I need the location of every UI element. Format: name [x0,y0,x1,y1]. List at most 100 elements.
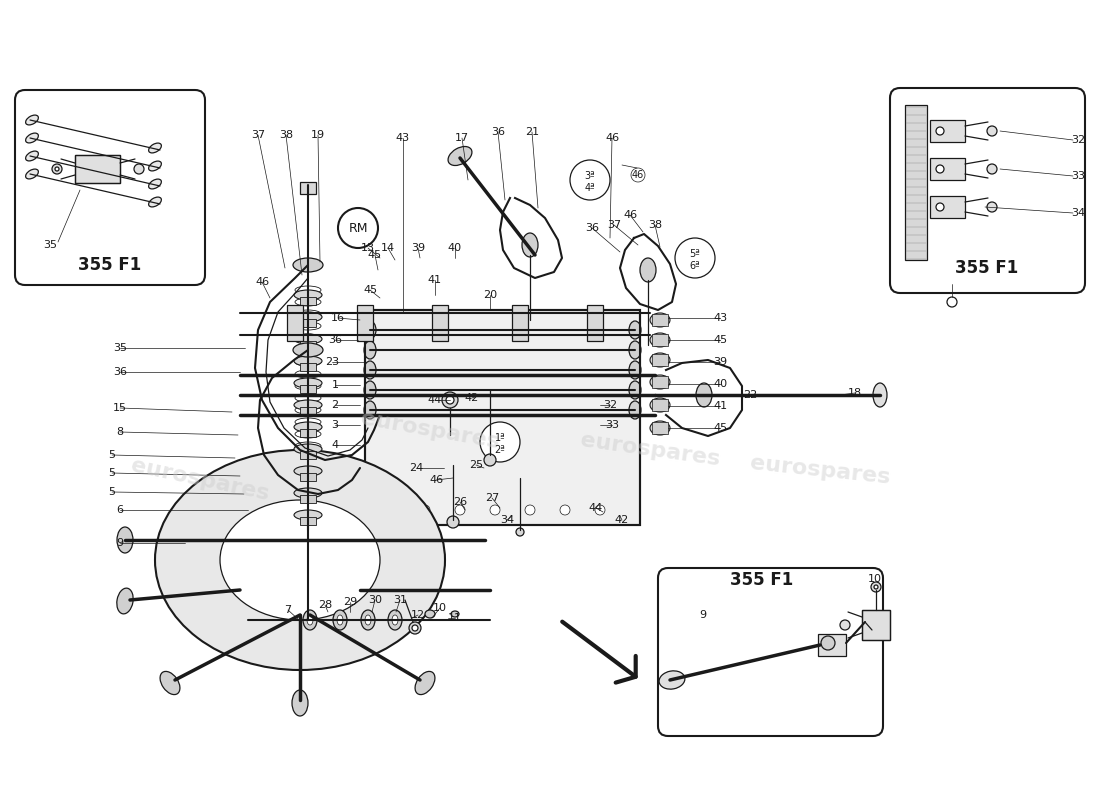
Text: 46: 46 [605,133,619,143]
Text: 33: 33 [1071,171,1085,181]
Text: 39: 39 [411,243,425,253]
Ellipse shape [294,290,322,300]
Text: 46: 46 [429,475,443,485]
Text: 8: 8 [117,427,123,437]
Ellipse shape [294,444,322,454]
Ellipse shape [448,146,472,166]
Ellipse shape [148,197,162,207]
Text: 5: 5 [109,468,116,478]
Text: 38: 38 [279,130,293,140]
Text: 32: 32 [1071,135,1085,145]
Bar [75,155,120,183]
Circle shape [134,164,144,174]
Text: 11: 11 [448,613,462,623]
Bar [300,473,316,481]
Circle shape [987,126,997,136]
Circle shape [516,528,524,536]
Text: 36: 36 [113,367,127,377]
Circle shape [484,454,496,466]
Text: 37: 37 [251,130,265,140]
Circle shape [936,127,944,135]
Circle shape [420,505,430,515]
Text: 25: 25 [469,460,483,470]
Ellipse shape [220,500,380,620]
Text: 33: 33 [605,420,619,430]
Text: 40: 40 [448,243,462,253]
Ellipse shape [659,671,685,689]
Bar [365,310,640,525]
Text: 31: 31 [393,595,407,605]
Ellipse shape [629,341,641,359]
Text: 14: 14 [381,243,395,253]
Text: eurospares: eurospares [129,455,271,505]
Ellipse shape [364,341,376,359]
Circle shape [412,625,418,631]
Text: 355 F1: 355 F1 [78,256,142,274]
Circle shape [442,392,458,408]
Bar [300,385,316,393]
Text: 3: 3 [331,420,339,430]
Bar [652,399,668,411]
Text: 37: 37 [607,220,621,230]
Ellipse shape [294,378,322,388]
Ellipse shape [294,312,322,322]
Ellipse shape [650,398,670,412]
Bar [300,429,316,437]
Text: 44: 44 [588,503,603,513]
Text: 18: 18 [848,388,862,398]
Ellipse shape [650,333,670,347]
Ellipse shape [361,610,375,630]
Ellipse shape [365,615,371,625]
Ellipse shape [388,610,401,630]
Ellipse shape [295,442,321,450]
Bar [287,305,303,341]
Text: 9: 9 [117,538,123,548]
Ellipse shape [117,527,133,553]
Ellipse shape [148,143,162,153]
Text: 32: 32 [603,400,617,410]
Ellipse shape [337,615,343,625]
Text: 23: 23 [324,357,339,367]
Text: 43: 43 [396,133,410,143]
Bar [432,305,448,341]
Text: 36: 36 [491,127,505,137]
Ellipse shape [295,490,321,498]
Ellipse shape [295,298,321,306]
Text: 38: 38 [648,220,662,230]
Circle shape [987,164,997,174]
Bar [930,196,965,218]
Ellipse shape [295,382,321,390]
Text: 19: 19 [311,130,326,140]
Text: 45: 45 [363,285,377,295]
Ellipse shape [295,454,321,462]
Circle shape [840,620,850,630]
Text: 27: 27 [485,493,499,503]
Ellipse shape [295,286,321,294]
Circle shape [631,168,645,182]
Ellipse shape [640,258,656,282]
Bar [300,517,316,525]
Ellipse shape [392,615,398,625]
Text: 41: 41 [428,275,442,285]
Text: 43: 43 [713,313,727,323]
Text: 26: 26 [453,497,468,507]
Circle shape [595,505,605,515]
Ellipse shape [302,610,317,630]
Circle shape [936,203,944,211]
Ellipse shape [696,383,712,407]
Ellipse shape [295,430,321,438]
Text: 5: 5 [109,450,116,460]
Text: 34: 34 [499,515,514,525]
Text: 42: 42 [465,393,480,403]
Ellipse shape [294,334,322,344]
Circle shape [385,505,395,515]
Text: 42: 42 [615,515,629,525]
Circle shape [55,167,59,171]
Ellipse shape [295,478,321,486]
Text: 1: 1 [331,380,339,390]
Bar [300,407,316,415]
Ellipse shape [307,615,314,625]
Text: 13: 13 [361,243,375,253]
FancyBboxPatch shape [15,90,205,285]
Text: 3ª: 3ª [585,171,595,181]
